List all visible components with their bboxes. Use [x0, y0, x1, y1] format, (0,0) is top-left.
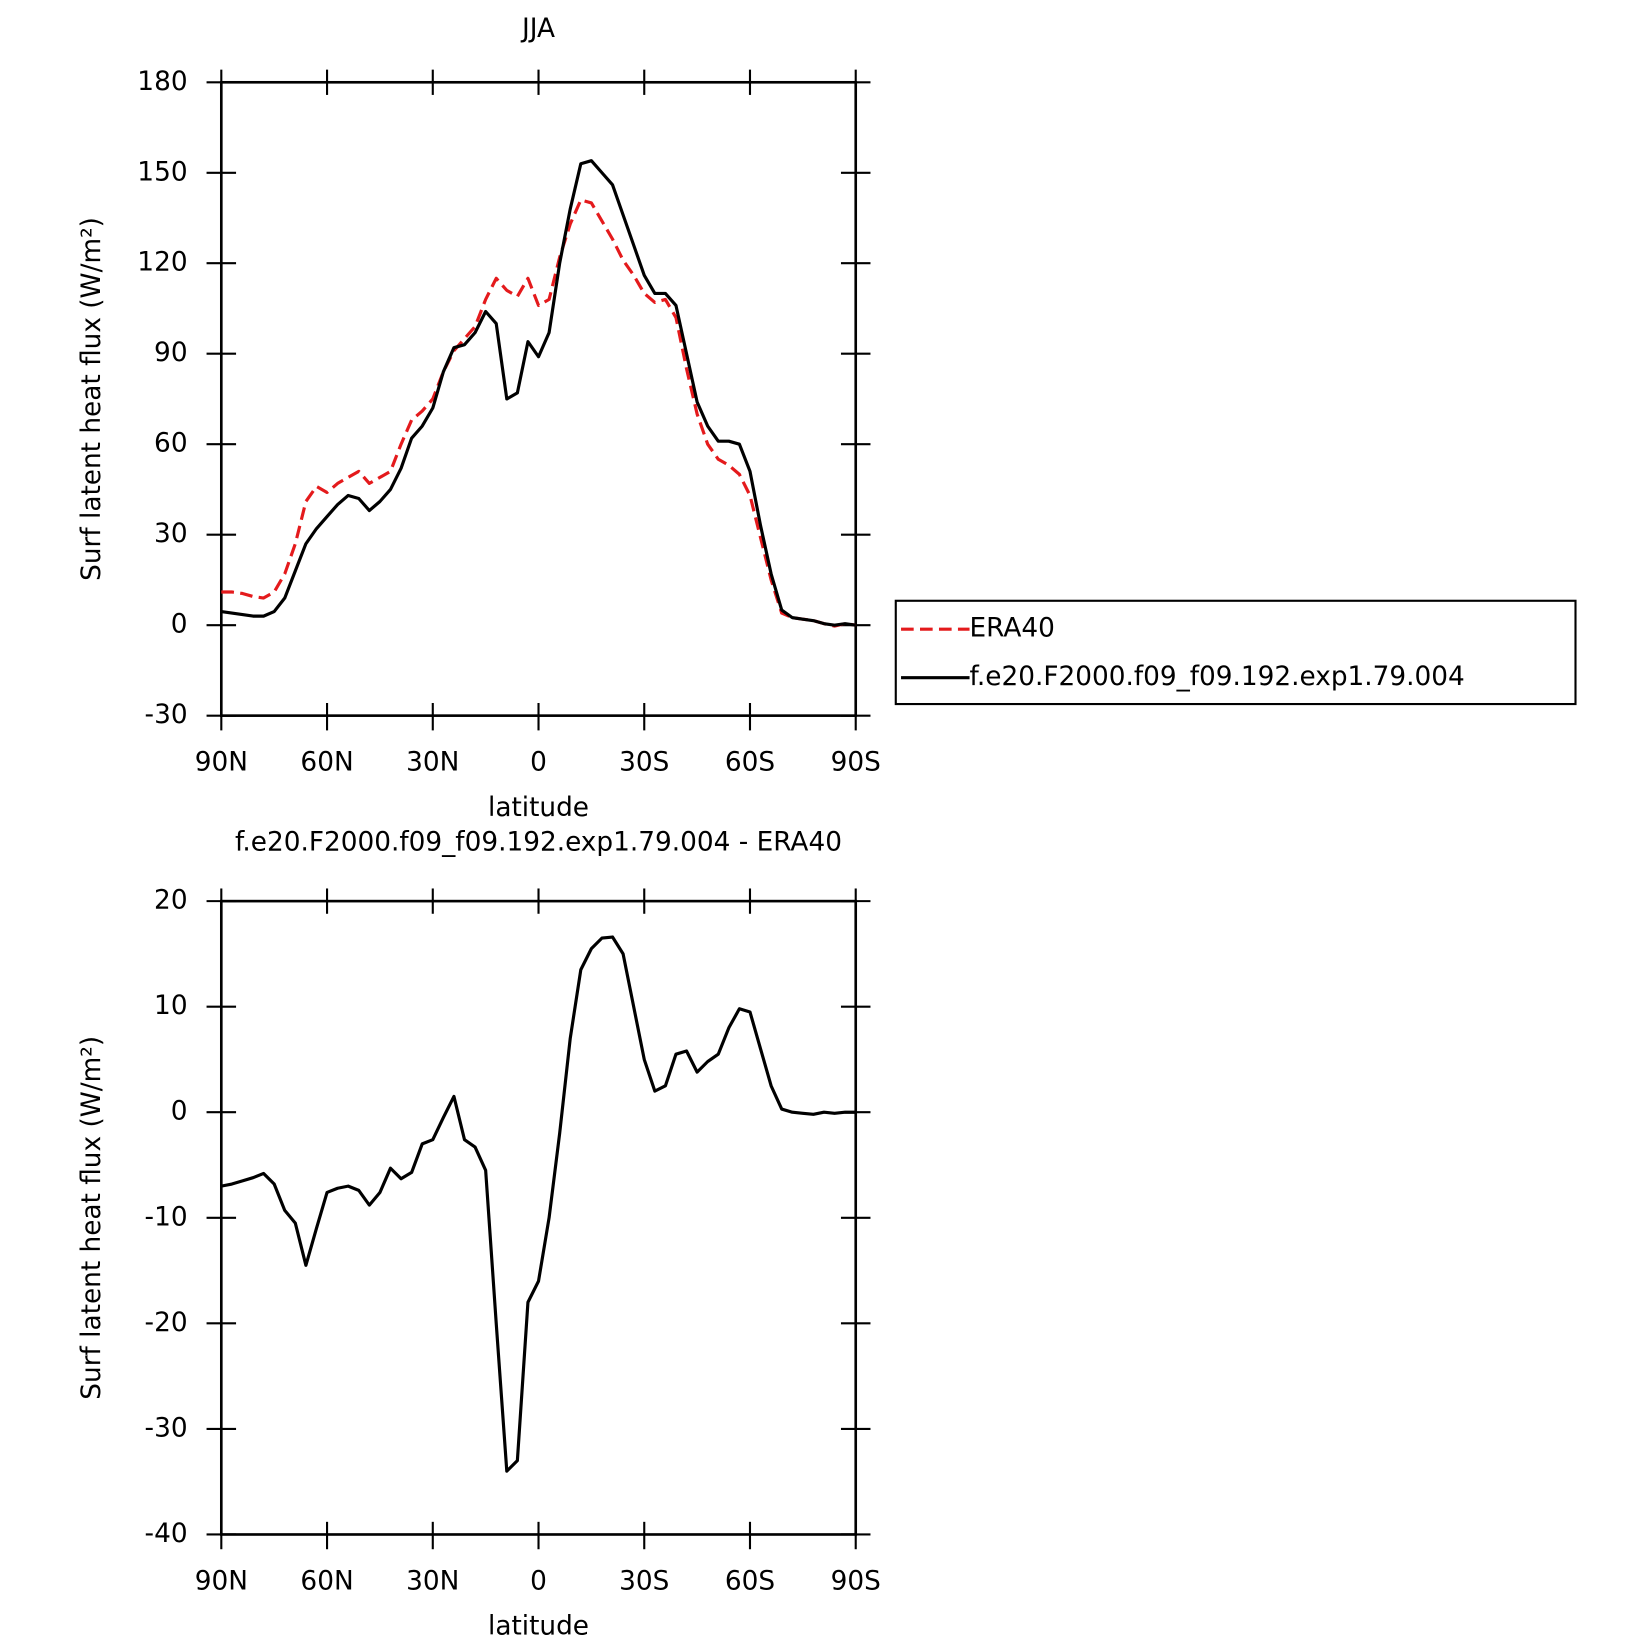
- x-tick-label: 0: [530, 1566, 547, 1596]
- y-tick-label: 30: [154, 519, 188, 549]
- legend-box: [894, 599, 1577, 706]
- y-tick-label: 0: [171, 610, 188, 640]
- y-tick-label: 180: [137, 67, 187, 97]
- chart-title: JJA: [520, 14, 555, 44]
- y-tick-label: -20: [145, 1308, 188, 1338]
- x-tick-label: 60S: [725, 748, 775, 778]
- y-axis-label: Surf latent heat flux (W/m²): [77, 217, 107, 581]
- data-line: [221, 198, 856, 628]
- y-tick-label: 60: [154, 429, 188, 459]
- x-tick-label: 30S: [619, 748, 669, 778]
- x-tick-label: 60N: [300, 748, 353, 778]
- x-tick-label: 90N: [195, 748, 248, 778]
- y-tick-label: -10: [145, 1202, 188, 1232]
- data-line: [220, 935, 856, 1473]
- legend-label: ERA40: [970, 614, 1055, 644]
- legend-label: f.e20.F2000.f09_f09.192.exp1.79.004: [970, 662, 1465, 692]
- plot-frame: [219, 899, 858, 1536]
- x-tick-label: 60S: [725, 1566, 775, 1596]
- data-line: [221, 159, 856, 627]
- x-tick-label: 30N: [406, 1566, 459, 1596]
- y-axis-label: Surf latent heat flux (W/m²): [77, 1036, 107, 1400]
- x-axis-label: latitude: [488, 1612, 589, 1641]
- chart-title: f.e20.F2000.f09_f09.192.exp1.79.004 - ER…: [235, 828, 842, 858]
- y-tick-label: 120: [137, 248, 187, 278]
- x-tick-label: 30S: [619, 1566, 669, 1596]
- x-tick-label: 0: [530, 748, 547, 778]
- plot-frame: [219, 80, 858, 717]
- x-tick-label: 90S: [831, 1566, 881, 1596]
- y-tick-label: 90: [154, 338, 188, 368]
- x-tick-label: 60N: [300, 1566, 353, 1596]
- y-tick-label: 150: [137, 157, 187, 187]
- y-tick-label: -40: [145, 1519, 188, 1549]
- y-tick-label: -30: [145, 1413, 188, 1443]
- y-tick-label: 10: [154, 991, 188, 1021]
- y-tick-label: -30: [145, 700, 188, 730]
- x-tick-label: 30N: [406, 748, 459, 778]
- x-tick-label: 90S: [831, 748, 881, 778]
- x-axis-label: latitude: [488, 793, 589, 823]
- x-tick-label: 90N: [195, 1566, 248, 1596]
- y-tick-label: 0: [171, 1097, 188, 1127]
- y-tick-label: 20: [154, 886, 188, 916]
